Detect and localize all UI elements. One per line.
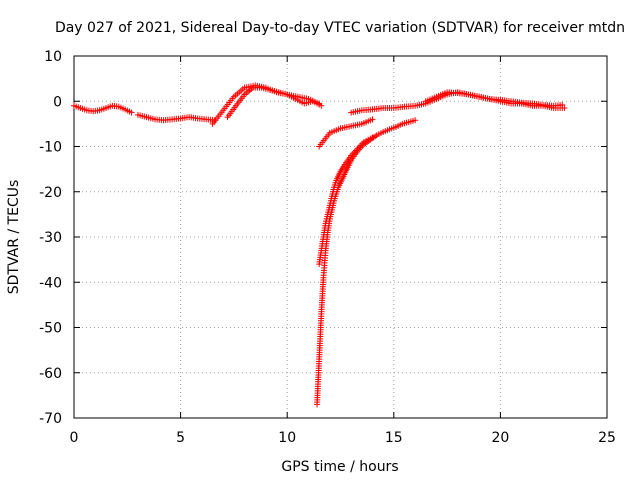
x-tick-label: 25 bbox=[598, 430, 616, 446]
y-tick-label: 10 bbox=[44, 49, 62, 65]
x-tick-label: 0 bbox=[70, 430, 79, 446]
x-tick-label: 20 bbox=[491, 430, 509, 446]
x-tick-label: 5 bbox=[176, 430, 185, 446]
data-point bbox=[559, 101, 566, 108]
y-tick-label: -20 bbox=[39, 185, 62, 201]
x-tick-label: 10 bbox=[278, 430, 296, 446]
series-arc-2 bbox=[134, 111, 218, 124]
y-tick-label: -70 bbox=[39, 411, 62, 427]
data-points bbox=[71, 82, 568, 408]
series-arc-5 bbox=[316, 116, 376, 150]
x-axis: 0 5 10 15 20 25 bbox=[70, 56, 616, 446]
series-arc-6 bbox=[314, 117, 419, 408]
y-tick-label: -30 bbox=[39, 230, 62, 246]
y-tick-label: -40 bbox=[39, 275, 62, 291]
data-point bbox=[369, 116, 376, 123]
chart-title: Day 027 of 2021, Sidereal Day-to-day VTE… bbox=[55, 20, 625, 36]
y-tick-label: 0 bbox=[53, 94, 62, 110]
y-axis: -70 -60 -50 -40 -30 -20 -10 0 10 bbox=[39, 49, 607, 427]
data-point bbox=[369, 134, 376, 141]
y-axis-label: SDTVAR / TECUs bbox=[6, 180, 22, 295]
x-axis-label: GPS time / hours bbox=[281, 459, 398, 475]
series-arc-4 bbox=[224, 84, 325, 121]
x-tick-label: 15 bbox=[385, 430, 403, 446]
series-arc-7 bbox=[316, 134, 376, 268]
data-point bbox=[128, 109, 135, 116]
data-point bbox=[412, 117, 419, 124]
series-arc-1 bbox=[71, 102, 135, 116]
series-arc-9 bbox=[422, 89, 566, 109]
plot-frame bbox=[73, 55, 608, 419]
y-tick-label: -60 bbox=[39, 366, 62, 382]
grid bbox=[74, 56, 607, 418]
data-point bbox=[318, 102, 325, 109]
data-point bbox=[561, 105, 568, 112]
y-tick-label: -50 bbox=[39, 321, 62, 337]
y-tick-label: -10 bbox=[39, 140, 62, 156]
